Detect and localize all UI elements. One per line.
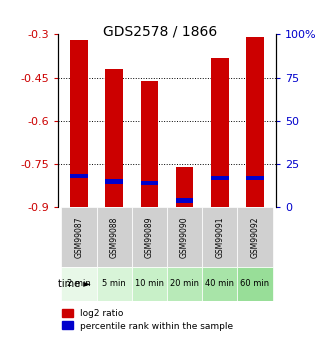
Legend: log2 ratio, percentile rank within the sample: log2 ratio, percentile rank within the s… [62, 309, 233, 331]
Bar [70, 40, 88, 207]
Text: GSM99088: GSM99088 [109, 216, 119, 258]
Text: 40 min: 40 min [205, 279, 234, 288]
Bar [176, 198, 193, 203]
Text: time ►: time ► [58, 279, 91, 289]
FancyBboxPatch shape [167, 267, 202, 301]
Bar [105, 69, 123, 207]
Bar [246, 176, 264, 180]
FancyBboxPatch shape [61, 207, 97, 267]
FancyBboxPatch shape [237, 207, 273, 267]
Bar [211, 58, 229, 207]
Text: GSM99090: GSM99090 [180, 216, 189, 258]
Bar [176, 167, 193, 207]
Bar [105, 179, 123, 184]
Text: 10 min: 10 min [135, 279, 164, 288]
FancyBboxPatch shape [167, 207, 202, 267]
Text: GSM99092: GSM99092 [250, 216, 259, 258]
Text: GSM99089: GSM99089 [145, 216, 154, 258]
Bar [211, 176, 229, 180]
FancyBboxPatch shape [61, 267, 97, 301]
Bar [246, 37, 264, 207]
FancyBboxPatch shape [132, 207, 167, 267]
Text: 2 min: 2 min [67, 279, 91, 288]
FancyBboxPatch shape [202, 267, 237, 301]
Bar [141, 181, 158, 185]
Text: GSM99091: GSM99091 [215, 216, 224, 258]
FancyBboxPatch shape [97, 207, 132, 267]
Text: 5 min: 5 min [102, 279, 126, 288]
Text: 20 min: 20 min [170, 279, 199, 288]
Bar [141, 81, 158, 207]
Bar [70, 174, 88, 178]
Text: GSM99087: GSM99087 [74, 216, 83, 258]
Text: 60 min: 60 min [240, 279, 270, 288]
FancyBboxPatch shape [202, 207, 237, 267]
FancyBboxPatch shape [237, 267, 273, 301]
Text: GDS2578 / 1866: GDS2578 / 1866 [103, 24, 218, 38]
FancyBboxPatch shape [132, 267, 167, 301]
FancyBboxPatch shape [97, 267, 132, 301]
